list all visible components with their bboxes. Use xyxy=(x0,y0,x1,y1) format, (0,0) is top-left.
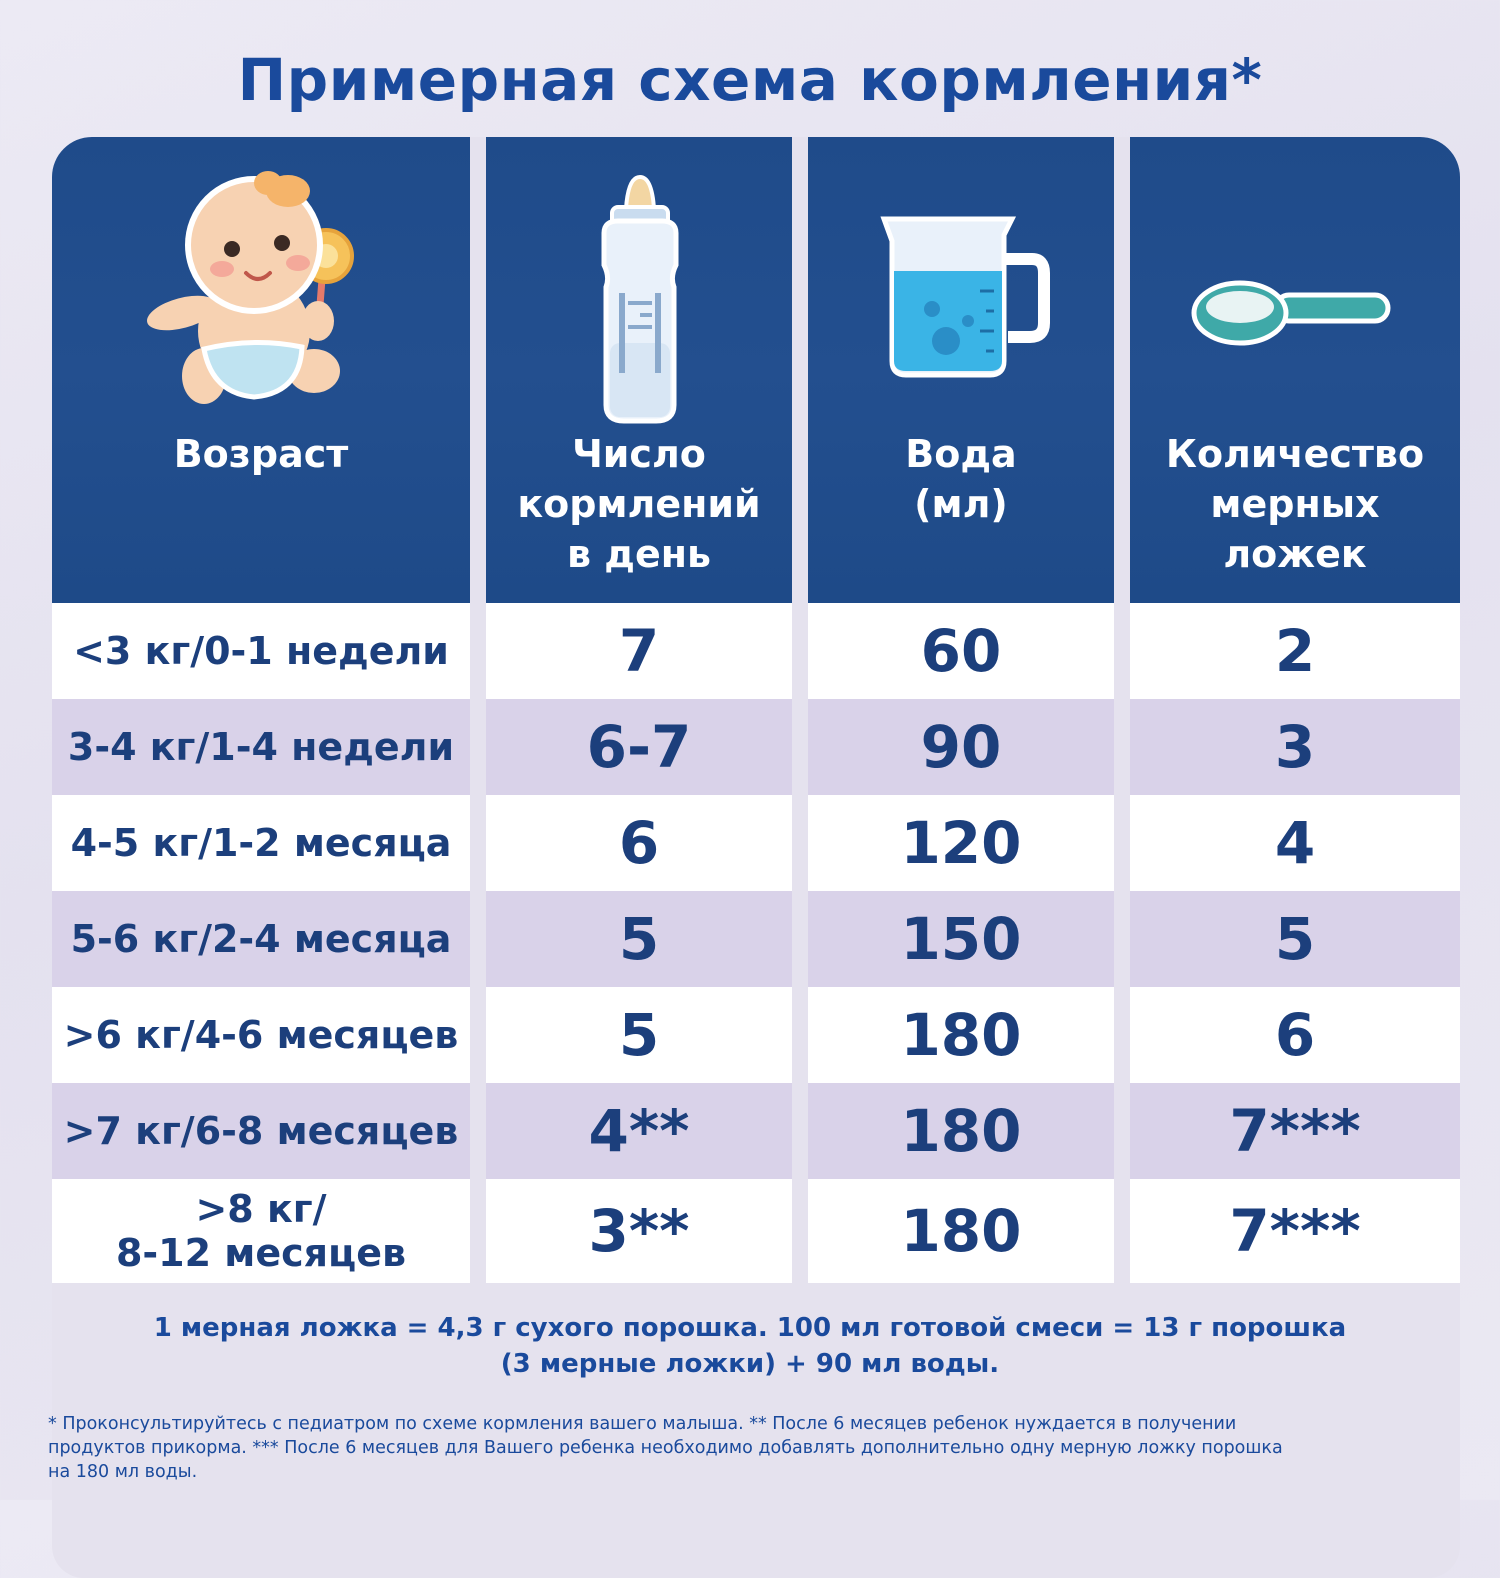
water-cell: 150 xyxy=(808,891,1114,987)
spoons-cell: 4 xyxy=(1130,795,1460,891)
table-body: <3 кг/0-1 недели 7 60 2 3-4 кг/1-4 недел… xyxy=(52,603,1460,1283)
header-feedings-label: Число кормлений в день xyxy=(517,432,761,576)
table-row: >7 кг/6-8 месяцев 4** 180 7*** xyxy=(52,1083,1460,1179)
feedings-cell: 6-7 xyxy=(486,699,792,795)
spoons-cell: 7*** xyxy=(1130,1179,1460,1283)
feedings-cell: 5 xyxy=(486,987,792,1083)
footnote: * Проконсультируйтесь с педиатром по схе… xyxy=(48,1414,1283,1482)
table-row: <3 кг/0-1 недели 7 60 2 xyxy=(52,603,1460,699)
table-row: 3-4 кг/1-4 недели 6-7 90 3 xyxy=(52,699,1460,795)
table-row: >6 кг/4-6 месяцев 5 180 6 xyxy=(52,987,1460,1083)
water-cell: 180 xyxy=(808,1179,1114,1283)
header-feedings: Число кормлений в день xyxy=(486,137,792,603)
measuring-spoon-icon xyxy=(1191,280,1391,346)
age-cell: <3 кг/0-1 недели xyxy=(52,603,470,699)
header-age-label: Возраст xyxy=(173,432,349,476)
age-cell: 3-4 кг/1-4 недели xyxy=(52,699,470,795)
age-cell: >8 кг/ 8-12 месяцев xyxy=(52,1179,470,1283)
spoons-cell: 6 xyxy=(1130,987,1460,1083)
measure-note: 1 мерная ложка = 4,3 г сухого порошка. 1… xyxy=(153,1313,1347,1379)
water-cell: 60 xyxy=(808,603,1114,699)
feedings-cell: 6 xyxy=(486,795,792,891)
feedings-cell: 7 xyxy=(486,603,792,699)
age-cell: >6 кг/4-6 месяцев xyxy=(52,987,470,1083)
page-title: Примерная схема кормления* xyxy=(237,46,1263,114)
spoons-cell: 3 xyxy=(1130,699,1460,795)
table-row: 5-6 кг/2-4 месяца 5 150 5 xyxy=(52,891,1460,987)
feeding-table: Возраст Число кормлений в день xyxy=(52,137,1460,1578)
baby-icon xyxy=(147,171,354,404)
table-row: >8 кг/ 8-12 месяцев 3** 180 7*** xyxy=(52,1179,1460,1283)
header-water: Вода (мл) xyxy=(808,137,1114,603)
header-spoons: Количество мерных ложек xyxy=(1130,137,1460,603)
table-row: 4-5 кг/1-2 месяца 6 120 4 xyxy=(52,795,1460,891)
water-cell: 180 xyxy=(808,1083,1114,1179)
header-water-label: Вода (мл) xyxy=(905,432,1017,526)
water-cell: 180 xyxy=(808,987,1114,1083)
age-cell: >7 кг/6-8 месяцев xyxy=(52,1083,470,1179)
spoons-cell: 2 xyxy=(1130,603,1460,699)
feedings-cell: 3** xyxy=(486,1179,792,1283)
header-age: Возраст xyxy=(52,137,470,603)
header-spoons-label: Количество мерных ложек xyxy=(1165,432,1425,576)
age-cell: 4-5 кг/1-2 месяца xyxy=(52,795,470,891)
spoons-cell: 5 xyxy=(1130,891,1460,987)
water-cell: 90 xyxy=(808,699,1114,795)
measuring-jug-icon xyxy=(880,216,1050,378)
baby-bottle-icon xyxy=(601,174,679,424)
age-cell: 5-6 кг/2-4 месяца xyxy=(52,891,470,987)
feedings-cell: 4** xyxy=(486,1083,792,1179)
spoons-cell: 7*** xyxy=(1130,1083,1460,1179)
feedings-cell: 5 xyxy=(486,891,792,987)
water-cell: 120 xyxy=(808,795,1114,891)
